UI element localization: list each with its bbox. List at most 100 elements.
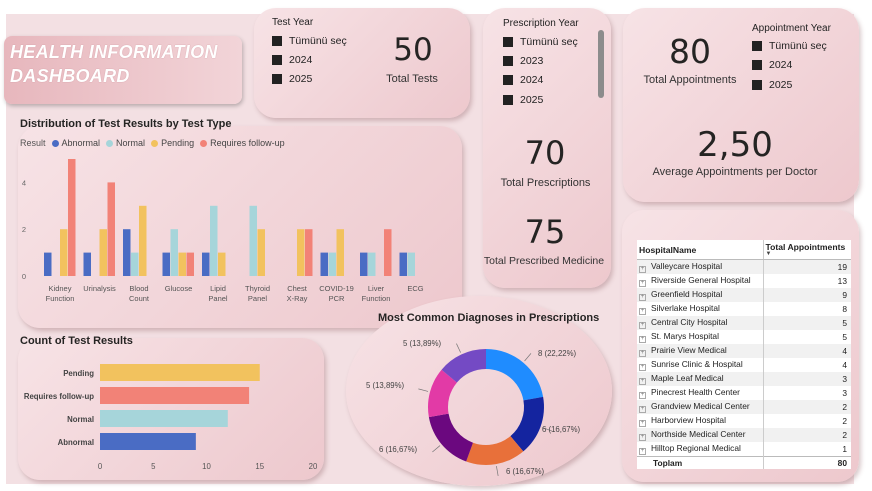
bar-pending[interactable] xyxy=(60,229,68,276)
hospital-name: Sunrise Clinic & Hospital xyxy=(651,359,743,369)
bar-pending[interactable] xyxy=(100,364,260,381)
bar-pending[interactable] xyxy=(336,229,345,276)
bar-requires-follow-up[interactable] xyxy=(68,159,76,276)
expand-icon[interactable]: + xyxy=(639,336,646,343)
bar-normal[interactable] xyxy=(170,229,179,276)
bar-normal[interactable] xyxy=(368,252,376,276)
checkbox-icon xyxy=(503,37,513,47)
bar-pending[interactable] xyxy=(139,205,147,276)
donut-slice[interactable] xyxy=(510,396,544,452)
test-year-option-2025[interactable]: 2025 xyxy=(272,73,312,85)
bar-abnormal[interactable] xyxy=(100,433,196,450)
bar-normal[interactable] xyxy=(100,410,228,427)
bar-abnormal[interactable] xyxy=(44,252,52,276)
bar-requires-follow-up[interactable] xyxy=(100,387,250,404)
table-row[interactable]: + Harborview Hospital 2 xyxy=(637,414,851,428)
legend-abnormal-label[interactable]: Abnormal xyxy=(61,138,101,148)
prescription-year-option-all[interactable]: Tümünü seç xyxy=(503,36,578,48)
bar-normal[interactable] xyxy=(249,205,258,276)
bar-requires-follow-up[interactable] xyxy=(186,252,195,276)
diagnoses-donut-chart[interactable]: 8 (22,22%) 6 (16,67%) 6 (16,67%) 6 (16,67%)… xyxy=(346,326,612,484)
bar-requires-follow-up[interactable] xyxy=(384,229,392,276)
appointment-year-option-2024[interactable]: 2024 xyxy=(752,59,792,71)
prescription-year-option-2024[interactable]: 2024 xyxy=(503,74,543,86)
hospital-name-cell: + Sunrise Clinic & Hospital xyxy=(637,358,763,372)
expand-icon[interactable]: + xyxy=(639,378,646,385)
bar-abnormal[interactable] xyxy=(83,252,92,276)
expand-icon[interactable]: + xyxy=(639,406,646,413)
prescription-year-option-2023[interactable]: 2023 xyxy=(503,55,543,67)
legend-title: Result xyxy=(20,138,46,148)
bar-requires-follow-up[interactable] xyxy=(305,229,313,276)
x-tick-label: Blood xyxy=(129,284,148,293)
bar-requires-follow-up[interactable] xyxy=(107,182,116,276)
appointments-cell: 4 xyxy=(762,358,851,372)
table-row[interactable]: + Greenfield Hospital 9 xyxy=(637,288,851,302)
leader-line xyxy=(418,388,429,392)
table-row[interactable]: + St. Marys Hospital 5 xyxy=(637,330,851,344)
table-row[interactable]: + Riverside General Hospital 13 xyxy=(637,274,851,288)
total-prescriptions-value: 70 xyxy=(524,134,566,172)
checkbox-icon xyxy=(752,80,762,90)
legend-normal-label[interactable]: Normal xyxy=(116,138,146,148)
bar-normal[interactable] xyxy=(328,252,337,276)
column-header-total[interactable]: Total Appointments ▼ xyxy=(762,240,851,260)
expand-icon[interactable]: + xyxy=(639,266,646,273)
table-row[interactable]: + Prairie View Medical 4 xyxy=(637,344,851,358)
appointment-kpi-card xyxy=(623,8,859,202)
legend-followup-label[interactable]: Requires follow-up xyxy=(210,138,285,148)
table-row[interactable]: + Grandview Medical Center 2 xyxy=(637,400,851,414)
bar-pending[interactable] xyxy=(178,252,187,276)
donut-slice[interactable] xyxy=(441,349,486,383)
count-bar-chart[interactable]: Pending Requires follow-up Normal Abnormal 0… xyxy=(18,355,324,477)
slicer-scrollbar[interactable] xyxy=(598,30,604,98)
bar-abnormal[interactable] xyxy=(320,252,329,276)
test-year-option-2024[interactable]: 2024 xyxy=(272,54,312,66)
table-row[interactable]: + Hilltop Regional Medical 1 xyxy=(637,442,851,457)
bar-pending[interactable] xyxy=(257,229,266,276)
legend-pending-label[interactable]: Pending xyxy=(161,138,195,148)
bar-normal[interactable] xyxy=(407,252,416,276)
table-row[interactable]: + Sunrise Clinic & Hospital 4 xyxy=(637,358,851,372)
donut-slice[interactable] xyxy=(486,349,544,401)
table-row[interactable]: + Central City Hospital 5 xyxy=(637,316,851,330)
expand-icon[interactable]: + xyxy=(639,364,646,371)
bar-normal[interactable] xyxy=(210,205,218,276)
bar-abnormal[interactable] xyxy=(202,252,210,276)
expand-icon[interactable]: + xyxy=(639,420,646,427)
donut-slice[interactable] xyxy=(466,436,524,465)
expand-icon[interactable]: + xyxy=(639,434,646,441)
test-year-option-all[interactable]: Tümünü seç xyxy=(272,35,347,47)
table-row[interactable]: + Valleycare Hospital 19 xyxy=(637,259,851,274)
bar-abnormal[interactable] xyxy=(162,252,171,276)
expand-icon[interactable]: + xyxy=(639,350,646,357)
table-row[interactable]: + Pinecrest Health Center 3 xyxy=(637,386,851,400)
appointment-year-option-all[interactable]: Tümünü seç xyxy=(752,40,827,52)
bar-pending[interactable] xyxy=(99,229,108,276)
donut-slice[interactable] xyxy=(428,369,457,418)
bar-abnormal[interactable] xyxy=(360,252,368,276)
bar-pending[interactable] xyxy=(218,252,226,276)
distribution-chart-title: Distribution of Test Results by Test Typ… xyxy=(20,118,232,130)
expand-icon[interactable]: + xyxy=(639,448,646,455)
prescription-year-option-2025[interactable]: 2025 xyxy=(503,94,543,106)
bar-pending[interactable] xyxy=(297,229,305,276)
appointment-year-option-2025[interactable]: 2025 xyxy=(752,79,792,91)
hospital-name-cell: + Silverlake Hospital xyxy=(637,302,763,316)
donut-slice[interactable] xyxy=(428,413,474,462)
expand-icon[interactable]: + xyxy=(639,392,646,399)
hospital-appointments-table: HospitalName Total Appointments ▼ + Valley… xyxy=(637,240,851,470)
bar-abnormal[interactable] xyxy=(399,252,408,276)
expand-icon[interactable]: + xyxy=(639,294,646,301)
table-row[interactable]: + Maple Leaf Medical 3 xyxy=(637,372,851,386)
bar-normal[interactable] xyxy=(131,252,139,276)
table-row[interactable]: + Silverlake Hospital 8 xyxy=(637,302,851,316)
legend-abnormal-swatch xyxy=(51,139,59,147)
bar-abnormal[interactable] xyxy=(123,229,131,276)
table-row[interactable]: + Northside Medical Center 2 xyxy=(637,428,851,442)
expand-icon[interactable]: + xyxy=(639,280,646,287)
expand-icon[interactable]: + xyxy=(639,322,646,329)
column-header-hospital[interactable]: HospitalName xyxy=(637,240,763,260)
expand-icon[interactable]: + xyxy=(639,308,646,315)
